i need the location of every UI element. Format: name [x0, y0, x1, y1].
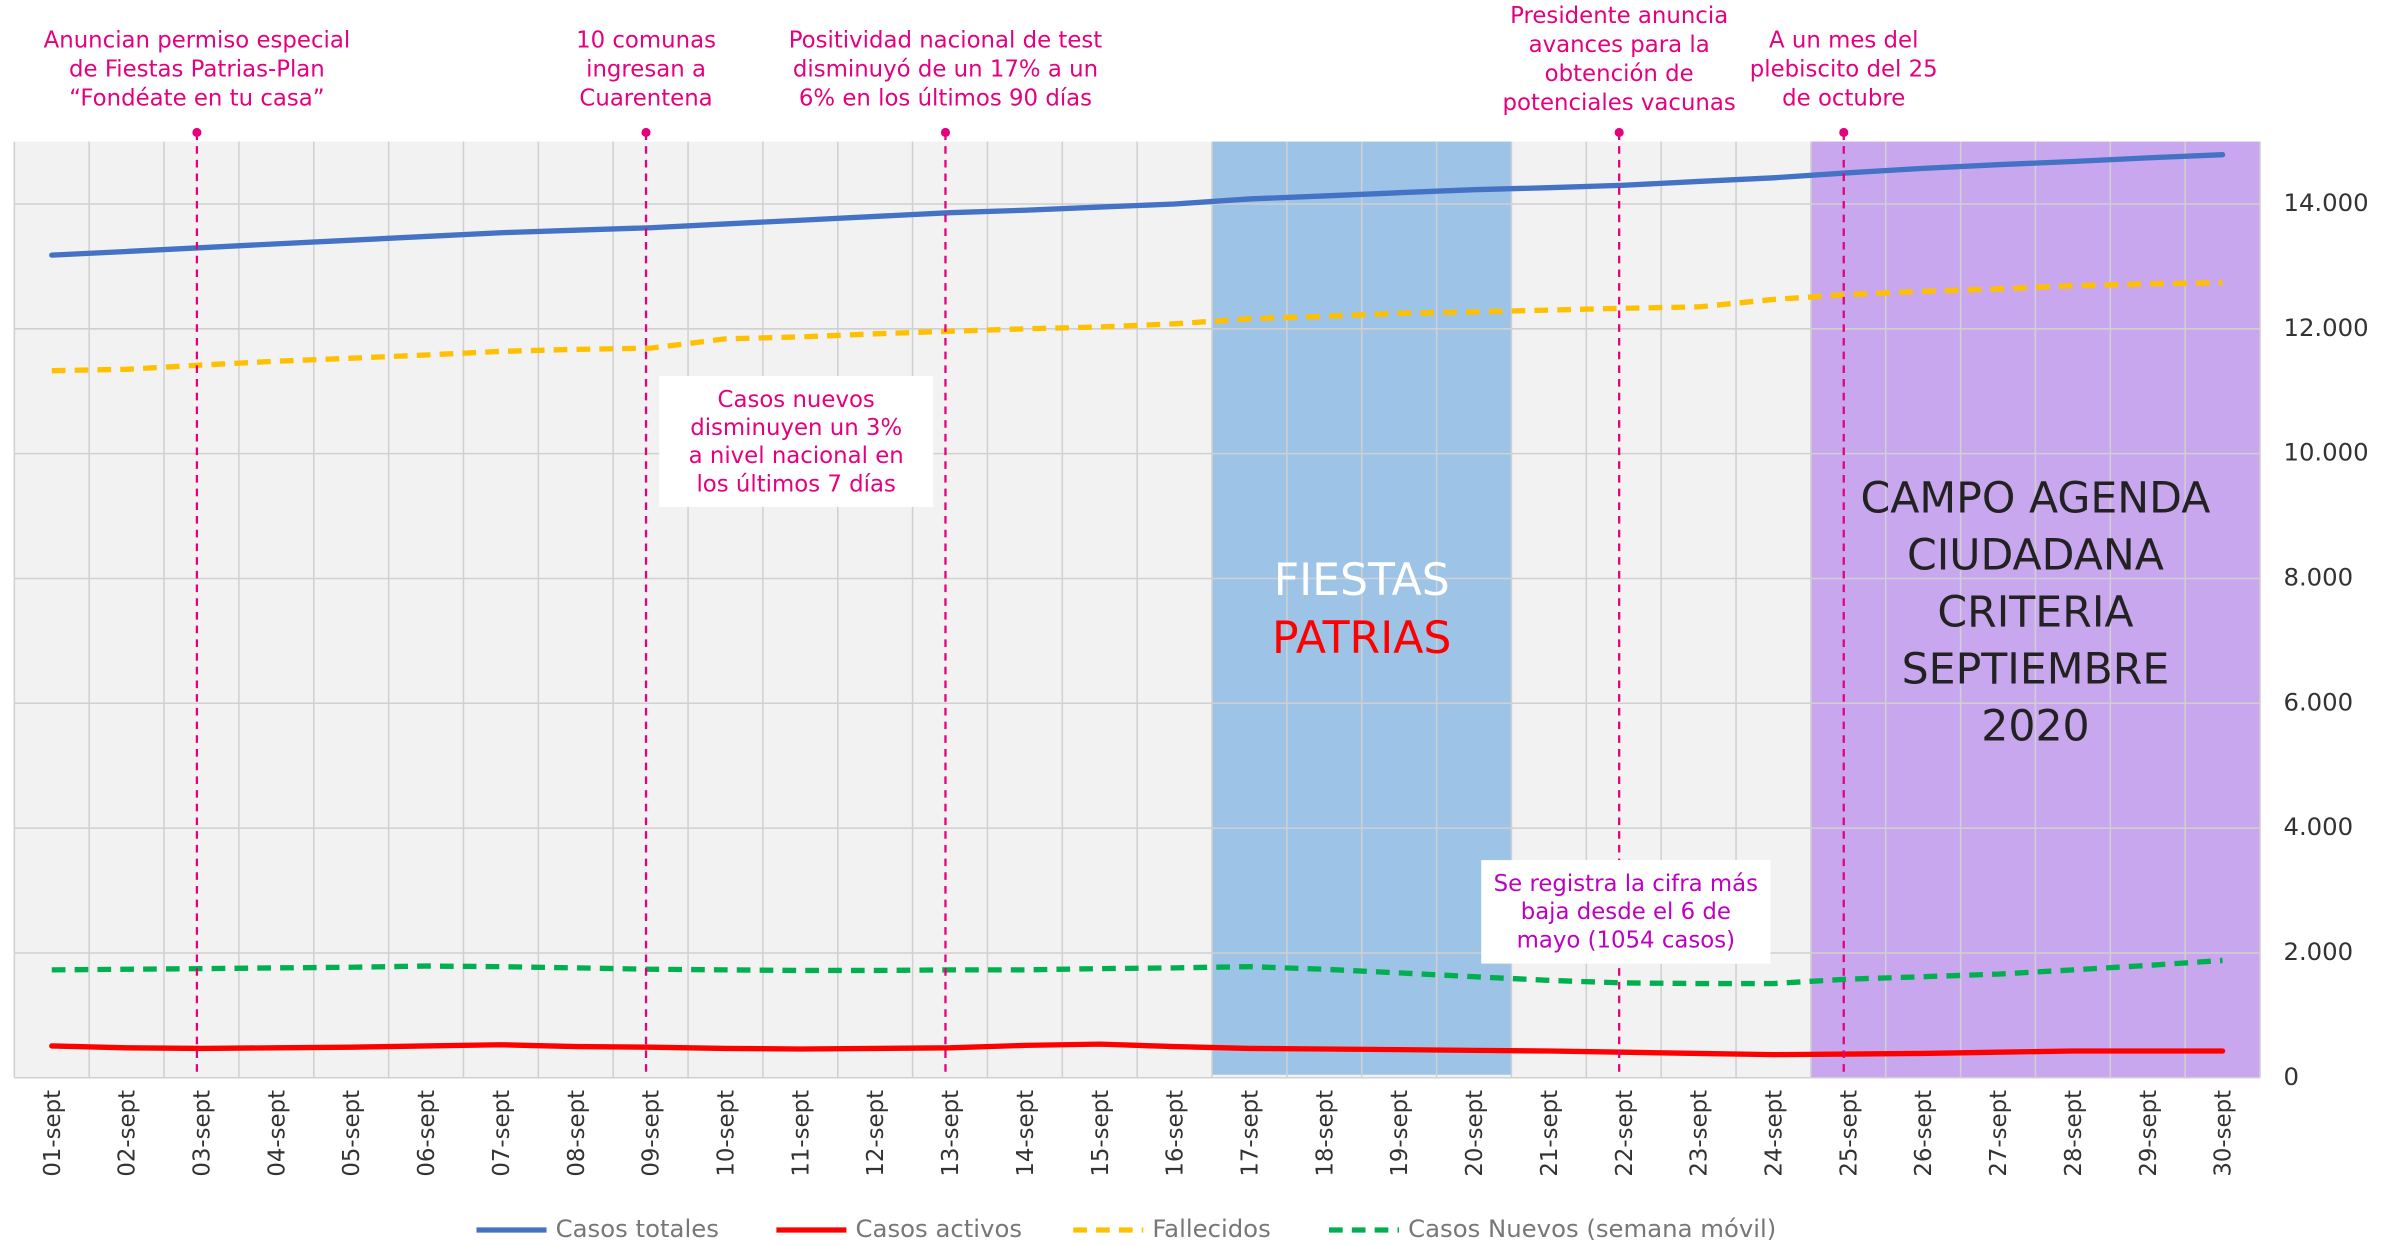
event-label: potenciales vacunas — [1503, 90, 1736, 116]
note-box — [659, 376, 934, 507]
y-tick-label: 0 — [2283, 1062, 2299, 1091]
event-label: disminuyó de un 17% a un — [793, 57, 1098, 83]
band-label: CIUDADANA — [1907, 530, 2164, 580]
event-dot — [641, 127, 651, 138]
x-tick-label: 06-sept — [414, 1090, 440, 1177]
legend-label: Casos activos — [856, 1214, 1023, 1243]
event-label: A un mes del — [1769, 28, 1918, 54]
event-dot — [940, 127, 951, 138]
note-box — [1481, 860, 1771, 964]
x-tick-label: 12-sept — [863, 1090, 889, 1177]
band-label: 2020 — [1981, 702, 2089, 752]
series-line — [49, 152, 2226, 258]
y-tick-label: 10.000 — [2283, 438, 2368, 467]
x-tick-label: 01-sept — [40, 1090, 66, 1177]
note-text: Casos nuevos — [718, 387, 875, 413]
y-tick-label: 6.000 — [2283, 687, 2353, 716]
x-tick-label: 10-sept — [713, 1090, 739, 1177]
event-label: 10 comunas — [576, 28, 716, 54]
x-tick-label: 08-sept — [564, 1090, 590, 1177]
band-label: FIESTAS — [1274, 555, 1450, 606]
x-tick-label: 29-sept — [2136, 1090, 2162, 1177]
note-text: los últimos 7 días — [696, 471, 895, 497]
x-tick-label: 21-sept — [1537, 1090, 1563, 1177]
band-label: CAMPO AGENDA — [1861, 473, 2211, 523]
event-label: plebiscito del 25 — [1750, 57, 1938, 83]
y-tick-label: 4.000 — [2283, 812, 2353, 841]
note-text: disminuyen un 3% — [690, 415, 902, 441]
x-tick-label: 20-sept — [1462, 1090, 1488, 1177]
note-text: a nivel nacional en — [689, 443, 904, 469]
x-tick-label: 07-sept — [489, 1090, 515, 1177]
x-tick-label: 16-sept — [1163, 1090, 1189, 1177]
x-tick-label: 23-sept — [1687, 1090, 1713, 1177]
x-tick-label: 24-sept — [1761, 1090, 1787, 1177]
x-tick-label: 03-sept — [189, 1090, 215, 1177]
event-dot — [1614, 127, 1624, 138]
legend-label: Casos Nuevos (semana móvil) — [1408, 1214, 1776, 1243]
y-tick-label: 8.000 — [2283, 562, 2353, 591]
x-tick-label: 25-sept — [1836, 1090, 1862, 1177]
x-tick-label: 09-sept — [639, 1090, 665, 1177]
event-label: Presidente anuncia — [1510, 3, 1728, 29]
series-line — [49, 1041, 2226, 1058]
x-tick-label: 13-sept — [938, 1090, 964, 1177]
series-line — [51, 280, 2223, 374]
x-tick-label: 15-sept — [1088, 1090, 1114, 1177]
x-tick-label: 02-sept — [115, 1090, 141, 1177]
x-tick-label: 19-sept — [1387, 1090, 1413, 1177]
x-tick-label: 17-sept — [1237, 1090, 1263, 1177]
event-label: ingresan a — [586, 57, 706, 83]
series-line — [51, 957, 2223, 987]
note-text: Se registra la cifra más — [1494, 871, 1758, 897]
event-label: 6% en los últimos 90 días — [799, 85, 1092, 111]
event-label: de octubre — [1782, 85, 1905, 111]
legend-label: Fallecidos — [1152, 1214, 1270, 1243]
x-tick-label: 18-sept — [1312, 1090, 1338, 1177]
x-tick-label: 22-sept — [1612, 1090, 1638, 1177]
x-tick-label: 14-sept — [1013, 1090, 1039, 1177]
x-tick-label: 26-sept — [1911, 1090, 1937, 1177]
y-tick-label: 12.000 — [2283, 313, 2368, 342]
event-label: Anuncian permiso especial — [44, 28, 351, 54]
legend-label: Casos totales — [556, 1214, 719, 1243]
y-tick-label: 2.000 — [2283, 937, 2353, 966]
event-label: obtención de — [1545, 61, 1694, 87]
event-dot — [192, 127, 202, 138]
x-tick-label: 28-sept — [2061, 1090, 2087, 1177]
x-tick-label: 27-sept — [1986, 1090, 2012, 1177]
event-label: “Fondéate en tu casa” — [69, 85, 324, 111]
note-text: mayo (1054 casos) — [1517, 927, 1735, 953]
event-dot — [1839, 127, 1849, 138]
note-text: baja desde el 6 de — [1521, 899, 1731, 925]
band-label: CRITERIA — [1937, 588, 2133, 638]
event-label: Positividad nacional de test — [789, 28, 1103, 54]
event-label: avances para la — [1529, 32, 1710, 58]
x-tick-label: 30-sept — [2211, 1090, 2237, 1177]
band-label: PATRIAS — [1272, 613, 1451, 664]
x-tick-label: 04-sept — [264, 1090, 290, 1177]
band-label: SEPTIEMBRE — [1902, 645, 2170, 695]
event-label: Cuarentena — [579, 85, 712, 111]
x-tick-label: 05-sept — [339, 1090, 365, 1177]
x-tick-label: 11-sept — [788, 1090, 814, 1177]
y-tick-label: 14.000 — [2283, 188, 2368, 217]
event-label: de Fiestas Patrias-Plan — [69, 57, 325, 83]
